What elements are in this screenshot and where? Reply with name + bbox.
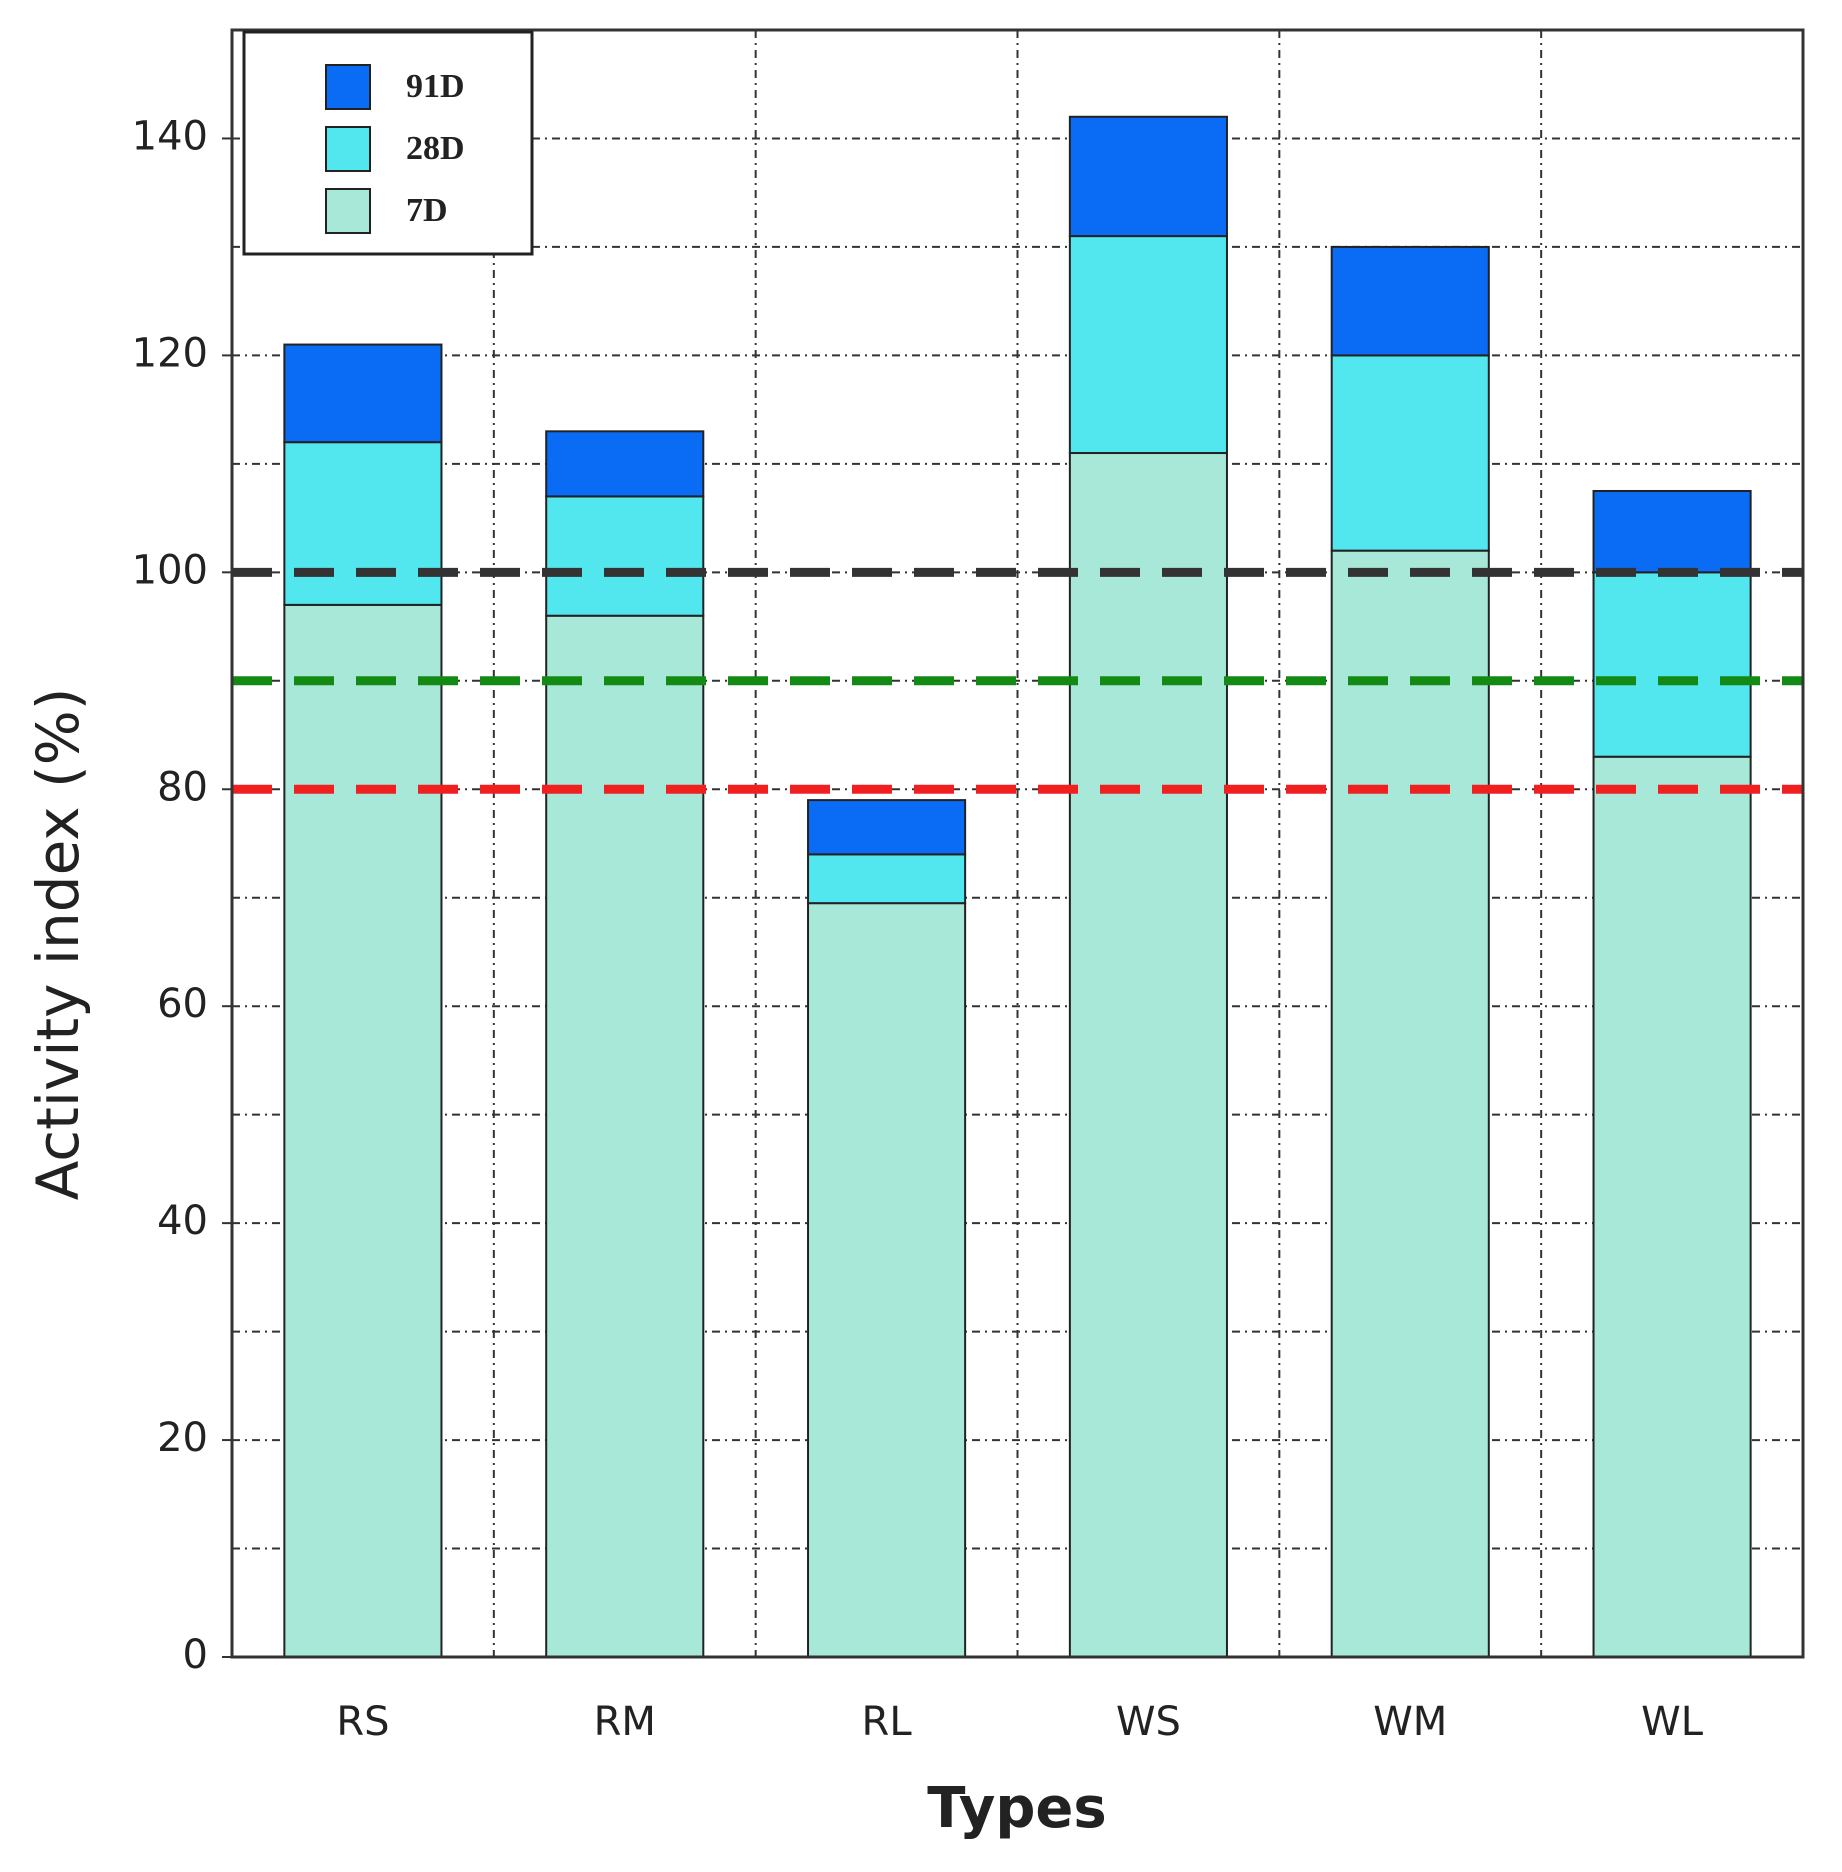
- legend-label: 7D: [406, 192, 448, 229]
- y-tick-label: 60: [157, 981, 208, 1027]
- y-tick-label: 40: [157, 1198, 208, 1244]
- x-tick-label: WM: [1373, 1699, 1447, 1745]
- y-tick-label: 80: [157, 764, 208, 810]
- x-tick-label: WL: [1641, 1699, 1704, 1745]
- y-tick-label: 120: [132, 330, 208, 376]
- y-tick-label: 140: [132, 113, 208, 159]
- legend-swatch: [325, 126, 371, 172]
- x-tick-label: RS: [336, 1699, 389, 1745]
- bar-segment: [545, 495, 705, 617]
- bar-segment: [545, 614, 705, 1658]
- bar-segment: [1330, 354, 1490, 552]
- bar-segment: [1330, 549, 1490, 1658]
- bar-segment: [283, 441, 443, 606]
- x-tick-label: RM: [594, 1699, 656, 1745]
- bar-segment: [807, 799, 967, 856]
- legend-box: [242, 30, 534, 256]
- y-tick-label: 100: [132, 547, 208, 593]
- x-tick-label: WS: [1116, 1699, 1181, 1745]
- bar-segment: [545, 430, 705, 498]
- bar-segment: [283, 603, 443, 1659]
- bar-segment: [1330, 245, 1490, 357]
- y-tick-label: 0: [183, 1632, 208, 1678]
- legend-swatch: [325, 64, 371, 110]
- bar-segment: [1592, 489, 1752, 574]
- x-axis-title: Types: [927, 1776, 1106, 1841]
- plot-frame: [230, 28, 1805, 1659]
- bar-segment: [1592, 755, 1752, 1658]
- bar-segment: [283, 343, 443, 444]
- y-tick-label: 20: [157, 1415, 208, 1461]
- bar-segment: [1068, 235, 1228, 455]
- bar-segment: [807, 853, 967, 905]
- bar-segment: [1592, 571, 1752, 758]
- x-tick-label: RL: [862, 1699, 913, 1745]
- legend-label: 28D: [406, 130, 465, 167]
- y-axis-title: Activity index (%): [24, 688, 92, 1201]
- bar-segment: [1068, 115, 1228, 238]
- legend-label: 91D: [406, 68, 465, 105]
- bar-segment: [807, 902, 967, 1658]
- bar-segment: [1068, 452, 1228, 1658]
- legend-swatch: [325, 188, 371, 234]
